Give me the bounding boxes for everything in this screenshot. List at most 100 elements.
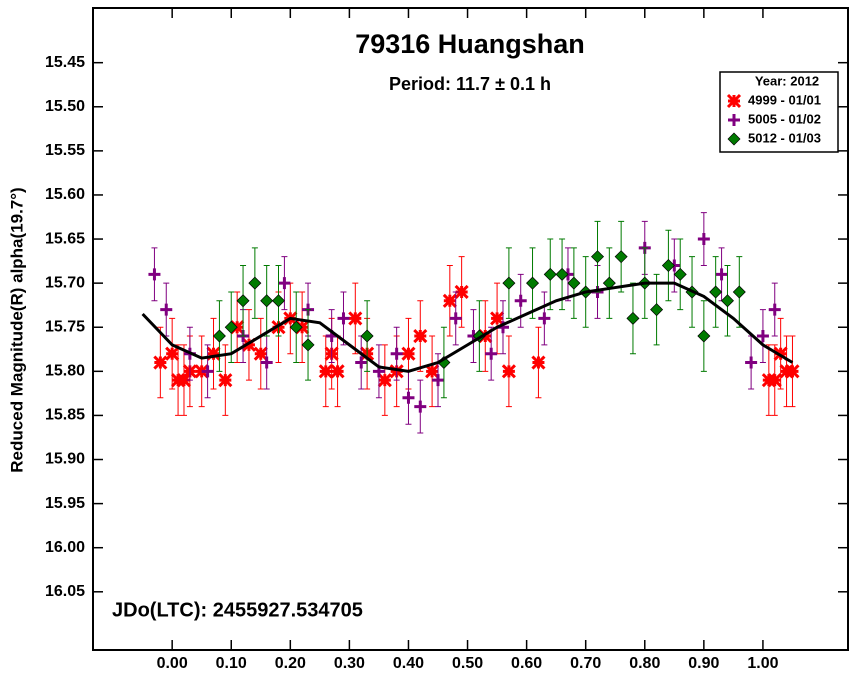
marker <box>709 285 723 299</box>
marker <box>745 356 758 369</box>
y-tick-label: 15.95 <box>45 495 85 512</box>
marker <box>248 276 262 290</box>
y-tick-label: 15.85 <box>45 407 85 424</box>
marker <box>591 250 605 264</box>
marker <box>555 267 569 281</box>
chart-title: 79316 Huangshan <box>355 29 585 59</box>
plot-frame <box>92 7 849 651</box>
marker <box>390 347 403 360</box>
marker <box>272 294 285 308</box>
marker <box>673 267 687 281</box>
marker <box>278 277 291 290</box>
marker <box>355 356 368 369</box>
marker <box>432 374 445 387</box>
marker <box>543 267 557 281</box>
marker <box>697 233 710 246</box>
marker <box>756 330 769 343</box>
marker <box>785 364 800 379</box>
marker <box>502 276 516 290</box>
marker <box>241 337 257 352</box>
marker <box>360 329 374 343</box>
marker <box>201 365 214 378</box>
marker <box>442 293 457 308</box>
chart-subtitle: Period: 11.7 ± 0.1 h <box>389 74 551 94</box>
marker <box>697 329 711 343</box>
marker <box>650 303 664 317</box>
marker <box>165 346 180 361</box>
x-tick-label: 0.70 <box>570 655 601 672</box>
fit-curve <box>141 281 794 373</box>
y-tick-label: 15.80 <box>45 363 85 380</box>
marker <box>526 276 540 290</box>
marker <box>402 391 415 404</box>
x-tick-label: 0.20 <box>275 655 306 672</box>
x-tick-label: 0.90 <box>688 655 719 672</box>
x-tick-label: 0.40 <box>393 655 424 672</box>
marker <box>768 303 781 316</box>
marker <box>728 114 740 126</box>
marker <box>377 373 392 388</box>
marker <box>538 312 551 325</box>
x-tick-label: 0.50 <box>452 655 483 672</box>
x-tick-label: 0.00 <box>157 655 188 672</box>
marker <box>206 346 221 361</box>
marker <box>236 294 250 308</box>
marker <box>490 311 505 326</box>
y-tick-label: 15.70 <box>45 274 85 291</box>
marker <box>337 312 350 325</box>
legend-title: Year: 2012 <box>755 73 819 88</box>
y-tick-label: 15.75 <box>45 318 85 335</box>
marker <box>720 294 734 308</box>
marker <box>253 346 268 361</box>
marker <box>767 373 782 388</box>
marker <box>260 356 273 369</box>
annotation: JDo(LTC): 2455927.534705 <box>112 599 363 621</box>
legend-label: 5012 - 01/03 <box>748 130 821 145</box>
marker <box>176 373 192 388</box>
marker <box>454 284 469 300</box>
marker <box>414 400 427 413</box>
marker <box>413 328 428 344</box>
marker <box>726 93 742 109</box>
x-tick-label: 0.60 <box>511 655 542 672</box>
marker <box>449 312 462 325</box>
y-tick-label: 15.65 <box>45 230 85 247</box>
y-tick-label: 16.00 <box>45 539 85 556</box>
marker <box>218 373 233 388</box>
marker <box>425 364 440 379</box>
marker <box>626 311 640 325</box>
marker <box>715 268 728 281</box>
y-axis-label: Reduced Magnitude(R) alpha(19.7°) <box>7 187 26 472</box>
y-tick-label: 15.50 <box>45 98 85 115</box>
marker <box>260 294 274 308</box>
marker <box>224 320 238 334</box>
x-tick-label: 1.00 <box>747 655 778 672</box>
marker <box>501 364 516 379</box>
x-tick-label: 0.30 <box>334 655 365 672</box>
x-tick-label: 0.10 <box>216 655 247 672</box>
y-tick-label: 16.05 <box>45 583 85 600</box>
marker <box>732 285 746 299</box>
marker <box>212 329 226 343</box>
marker <box>531 355 546 370</box>
marker <box>301 338 315 352</box>
marker <box>330 364 345 379</box>
marker <box>401 346 416 361</box>
y-tick-label: 15.45 <box>45 54 85 71</box>
marker <box>318 364 333 379</box>
marker <box>661 259 675 272</box>
marker <box>148 268 161 281</box>
legend-label: 4999 - 01/01 <box>748 92 821 107</box>
marker <box>727 132 741 146</box>
marker <box>485 347 498 360</box>
marker <box>614 250 628 264</box>
marker <box>514 294 527 307</box>
marker <box>773 346 788 361</box>
marker <box>289 320 303 334</box>
y-tick-label: 15.60 <box>45 186 85 203</box>
legend-label: 5005 - 01/02 <box>748 111 821 126</box>
x-tick-label: 0.80 <box>629 655 660 672</box>
marker <box>153 355 168 370</box>
y-tick-label: 15.55 <box>45 142 85 159</box>
